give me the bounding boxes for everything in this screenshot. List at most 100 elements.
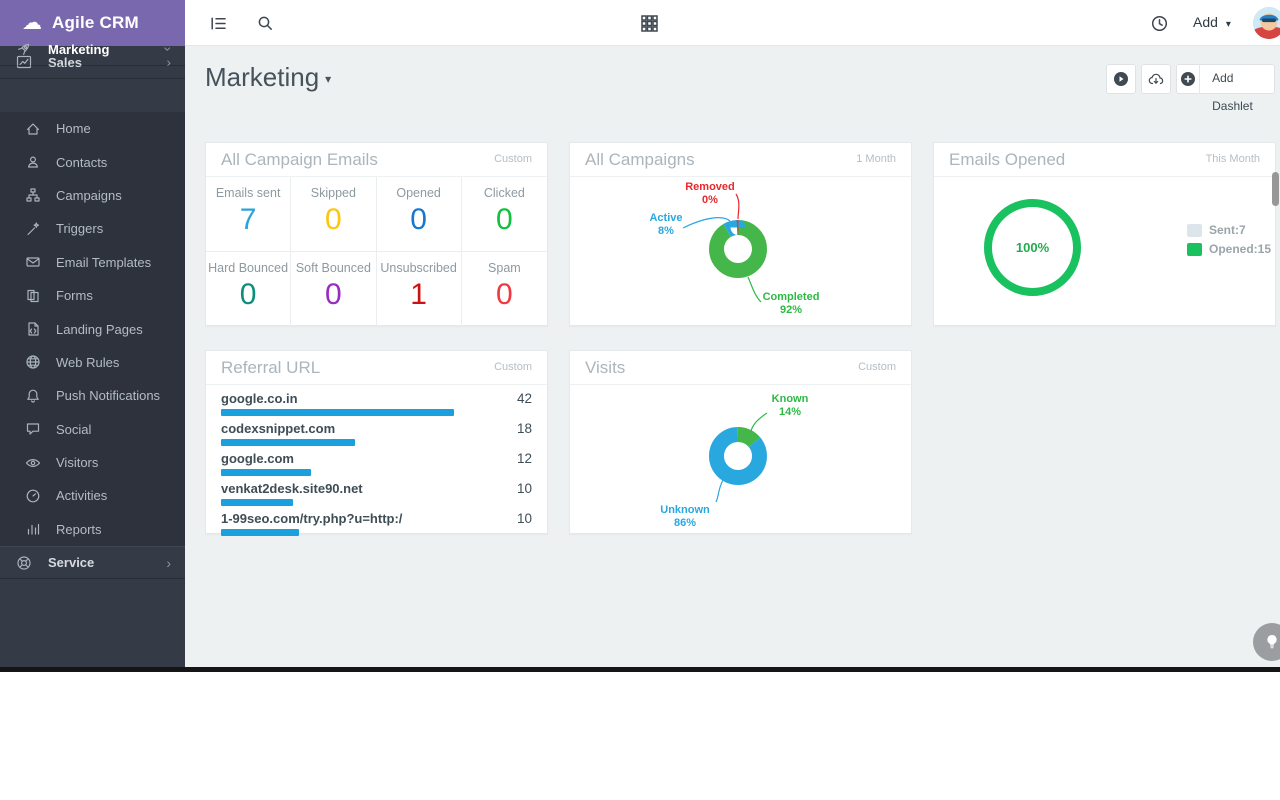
referral-bar (221, 469, 312, 476)
gauge-clock-icon (26, 489, 40, 503)
sidebar-item-activities[interactable]: Activities (0, 479, 185, 512)
visits-donut-chart[interactable]: Known 14% Unknown 86% (570, 385, 911, 534)
sidebar-item-sales[interactable]: Sales › (0, 46, 185, 79)
donut-pct-removed: 0% (702, 194, 718, 206)
sidebar-item-email-templates[interactable]: Email Templates (0, 246, 185, 279)
sidebar-item-contacts[interactable]: Contacts (0, 145, 185, 178)
donut-pct-active: 8% (658, 225, 674, 237)
donut-pct-completed: 92% (780, 304, 802, 316)
sidebar-item-triggers[interactable]: Triggers (0, 212, 185, 245)
card-badge[interactable]: Custom (858, 361, 896, 373)
donut-label-unknown: Unknown (660, 504, 710, 516)
add-dashlet-button[interactable]: Add Dashlet (1176, 64, 1275, 113)
globe-icon (26, 355, 40, 370)
avatar-image (1253, 7, 1280, 39)
legend-swatch (1187, 242, 1202, 256)
chart-legend: Sent:7 Opened:15 (1187, 223, 1271, 261)
legend-item-sent: Sent:7 (1187, 223, 1271, 237)
card-badge[interactable]: This Month (1205, 153, 1260, 165)
sidebar-item-push-notifications[interactable]: Push Notifications (0, 379, 185, 412)
card-title: Emails Opened (949, 150, 1066, 169)
page-title: Marketing (205, 62, 320, 92)
stat-spam: Spam 0 (488, 260, 521, 311)
envelope-icon (26, 257, 40, 267)
referral-row[interactable]: codexsnippet.com 18 (221, 421, 532, 446)
page-title-dropdown[interactable]: Marketing ▾ (205, 62, 331, 93)
user-avatar[interactable] (1253, 7, 1280, 39)
sidebar-item-marketing[interactable]: Marketing › (0, 33, 185, 66)
leader-line-completed (747, 276, 762, 303)
leader-line-removed (735, 193, 740, 220)
referral-bar (221, 409, 455, 416)
bell-icon (27, 389, 39, 403)
card-referral-url: Referral URL Custom google.co.in 42 codex… (205, 350, 548, 536)
cloud-logo-icon: ☁ (22, 12, 42, 34)
cloud-download-icon (1148, 73, 1164, 85)
download-dashboard-button[interactable] (1141, 64, 1171, 94)
referral-row[interactable]: 1-99seo.com/try.php?u=http:/10 (221, 511, 532, 536)
donut-label-active: Active (649, 212, 682, 224)
sidebar-item-social[interactable]: Social (0, 413, 185, 446)
legend-swatch (1187, 223, 1202, 237)
triggers-wand-icon (27, 222, 40, 235)
campaigns-donut-chart[interactable]: Removed 0% Active 8% Completed 92% (570, 177, 911, 326)
rocket-icon (18, 43, 30, 55)
sidebar-item-web-rules[interactable]: Web Rules (0, 346, 185, 379)
stat-soft-bounced: Soft Bounced 0 (291, 251, 377, 326)
opened-ratio-ring-chart[interactable]: 100% (984, 199, 1081, 296)
sidebar-item-campaigns[interactable]: Campaigns (0, 179, 185, 212)
card-badge[interactable]: Custom (494, 153, 532, 165)
landing-page-icon (28, 322, 39, 336)
menu-toggle-icon[interactable] (210, 15, 227, 32)
sidebar-item-home[interactable]: Home (0, 112, 185, 145)
search-icon[interactable] (257, 15, 274, 32)
caret-down-icon: ▾ (1225, 19, 1231, 30)
sidebar-item-label: Service (48, 555, 95, 570)
apps-grid-icon[interactable] (641, 15, 658, 32)
stat-unsubscribed: Unsubscribed 1 (377, 251, 462, 326)
card-title: All Campaign Emails (221, 150, 378, 169)
forms-pages-icon (27, 289, 39, 302)
referral-bar (221, 499, 293, 506)
stat-opened: Opened 0 (376, 177, 462, 252)
donut-segment-removed[interactable] (709, 220, 767, 278)
contacts-person-icon (28, 156, 38, 168)
help-lightbulb-button[interactable] (1253, 623, 1280, 661)
plus-circle-icon (1177, 71, 1199, 87)
caret-down-icon: ▾ (325, 72, 332, 87)
sidebar-item-visitors[interactable]: Visitors (0, 446, 185, 479)
sidebar-item-reports[interactable]: Reports (0, 513, 185, 546)
recent-clock-icon[interactable] (1151, 15, 1168, 32)
chevron-down-icon: › (160, 46, 177, 52)
ring-center-percent: 100% (1015, 240, 1050, 255)
sidebar-item-landing-pages[interactable]: Landing Pages (0, 312, 185, 345)
page-scrollbar-thumb[interactable] (1272, 172, 1279, 206)
card-all-campaigns: All Campaigns 1 Month Removed 0% Active … (569, 142, 912, 326)
card-title: Visits (585, 358, 626, 377)
referral-row[interactable]: venkat2desk.site90.net 10 (221, 481, 532, 506)
add-dropdown[interactable]: Add ▾ (1193, 14, 1231, 30)
chevron-right-icon: › (166, 54, 171, 70)
referral-bar (221, 439, 355, 446)
card-badge[interactable]: 1 Month (856, 153, 896, 165)
home-icon (26, 123, 40, 135)
stat-emails-sent: Emails sent 7 (206, 177, 292, 252)
brand-logo[interactable]: ☁ Agile CRM (0, 0, 185, 46)
window-bottom-edge (0, 667, 1280, 672)
card-emails-opened: Emails Opened This Month 100% Sent:7 Ope… (933, 142, 1276, 326)
leader-line-unknown (715, 479, 724, 503)
donut-segment-known[interactable] (709, 427, 767, 485)
sidebar-item-forms[interactable]: Forms (0, 279, 185, 312)
brand-name: Agile CRM (52, 13, 139, 32)
sidebar-item-service[interactable]: Service › (0, 546, 185, 579)
donut-pct-unknown: 86% (674, 517, 696, 529)
donut-label-known: Known (772, 393, 809, 405)
leader-line-active (682, 217, 731, 229)
play-tour-button[interactable] (1106, 64, 1136, 94)
referral-row[interactable]: google.com 12 (221, 451, 532, 476)
card-badge[interactable]: Custom (494, 361, 532, 373)
eye-icon (25, 458, 41, 467)
sales-chart-icon (16, 55, 32, 69)
referral-row[interactable]: google.co.in 42 (221, 391, 532, 416)
card-visits: Visits Custom Known 14% Unknown 86% (569, 350, 912, 534)
